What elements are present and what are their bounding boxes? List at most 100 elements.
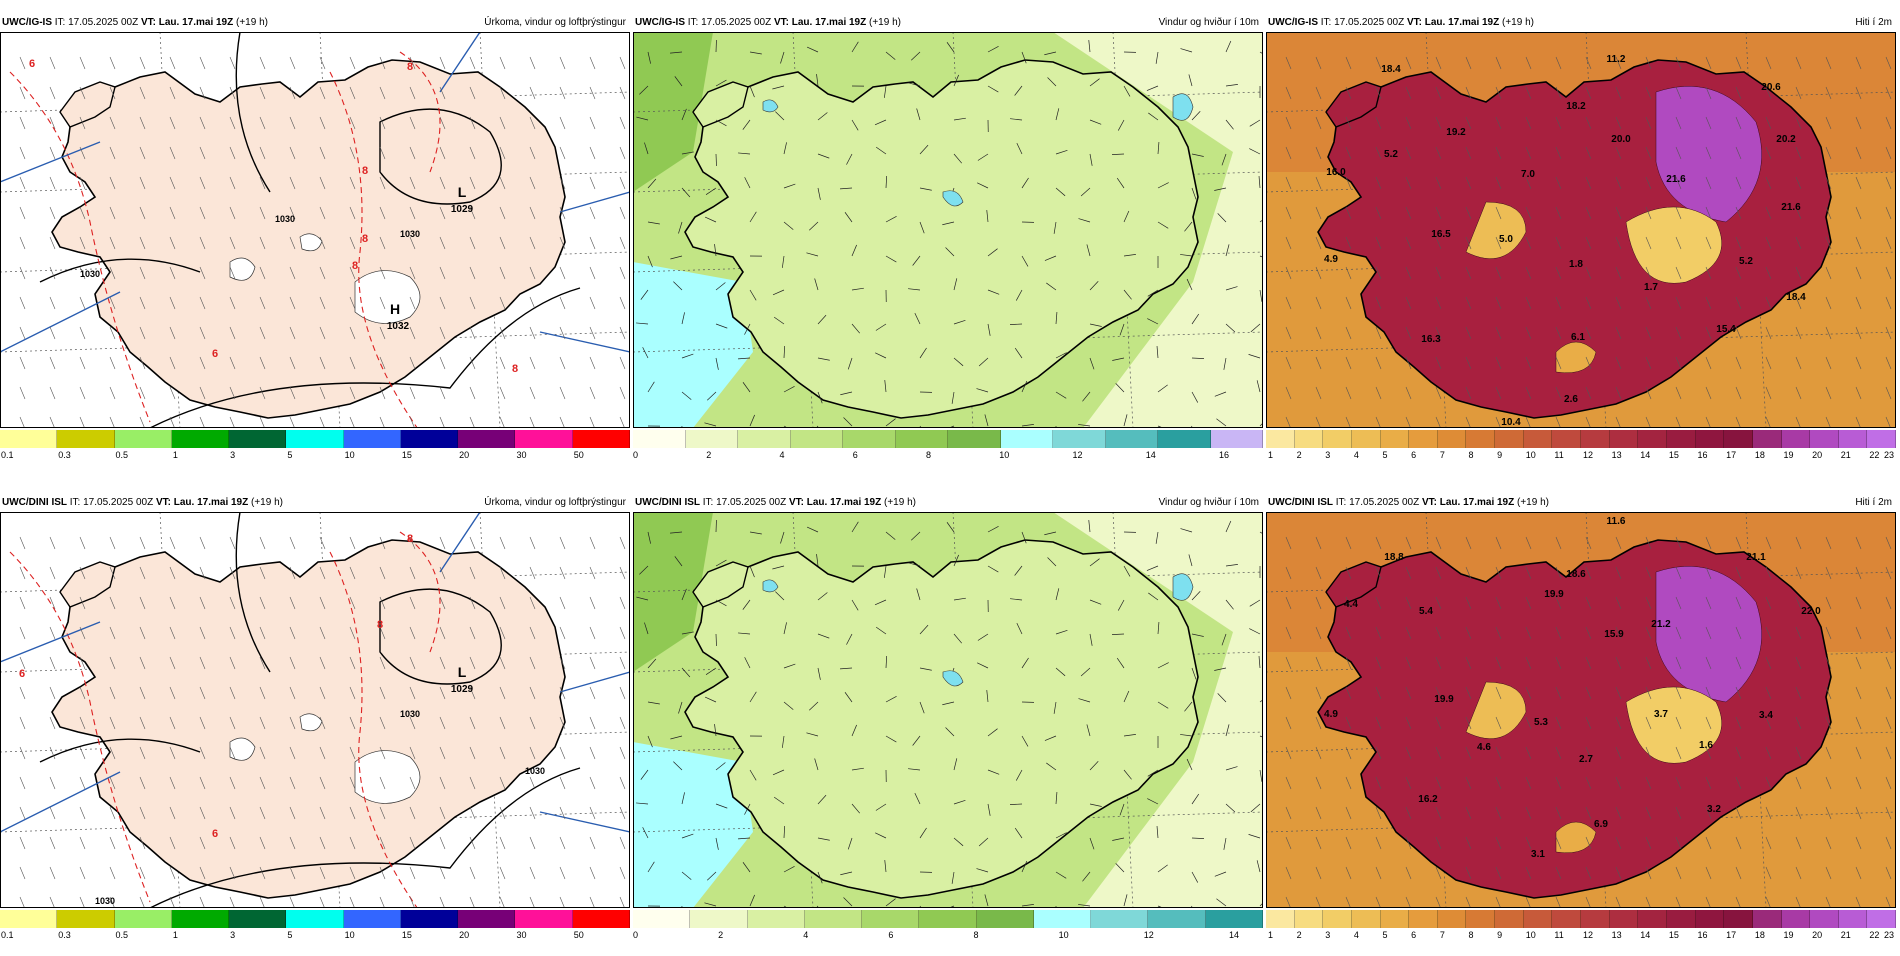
color-legend-tick: 6 [853, 450, 858, 460]
color-legend-tick: 14 [1229, 930, 1239, 940]
panel-header: UWC/IG-IS IT: 17.05.2025 00Z VT: Lau. 17… [1268, 16, 1894, 30]
color-legend-tick: 3 [230, 450, 235, 460]
panel-valid-time: Lau. 17.mai 19Z [1440, 497, 1514, 508]
map-area [633, 32, 1263, 428]
color-legend-swatch [1782, 910, 1811, 928]
color-legend-swatch [633, 910, 690, 928]
panel-header: UWC/IG-IS IT: 17.05.2025 00Z VT: Lau. 17… [635, 16, 1261, 30]
color-legend-tick: 16 [1698, 930, 1708, 940]
map-value-label: 5.4 [1419, 606, 1433, 617]
map-value-label: 2.7 [1579, 754, 1593, 765]
color-legend-tick: 6 [1411, 450, 1416, 460]
panel-lead-time: (+19 h) [1517, 497, 1549, 508]
color-legend-swatch [791, 430, 844, 448]
color-legend-swatch [1753, 430, 1782, 448]
color-legend-tick: 0.1 [1, 930, 14, 940]
map-value-label: 5.2 [1739, 256, 1753, 267]
panel-model-name: UWC/IG-IS [2, 17, 52, 28]
panel-header: UWC/IG-IS IT: 17.05.2025 00Z VT: Lau. 17… [2, 16, 628, 30]
map-value-label: 4.4 [1344, 599, 1358, 610]
color-legend-swatch [1466, 910, 1495, 928]
color-legend-swatch [1724, 910, 1753, 928]
map-value-label: 1030 [80, 269, 100, 279]
color-legend-swatch [977, 910, 1034, 928]
color-legend-tick: 8 [1468, 930, 1473, 940]
panel-igis-precip: UWC/IG-IS IT: 17.05.2025 00Z VT: Lau. 17… [0, 16, 630, 476]
color-legend-tick: 18 [1755, 930, 1765, 940]
color-legend-tick: 1 [173, 930, 178, 940]
color-legend-swatch [57, 910, 114, 928]
color-legend-tick: 0.3 [58, 930, 71, 940]
panel-valid-label: VT: [141, 17, 156, 28]
color-legend-tick: 15 [402, 450, 412, 460]
color-legend-swatch [1810, 910, 1839, 928]
color-legend-swatch [1524, 910, 1553, 928]
color-legend-swatch [1696, 430, 1725, 448]
color-legend-swatch [1667, 910, 1696, 928]
panel-valid-label: VT: [789, 497, 804, 508]
color-legend-tick: 15 [1669, 930, 1679, 940]
color-legend-tick: 4 [1354, 930, 1359, 940]
map-value-label: 8 [352, 260, 358, 272]
color-legend-tick: 11 [1554, 450, 1563, 460]
color-legend-tick: 14 [1640, 930, 1650, 940]
color-legend-swatch [1295, 430, 1324, 448]
color-legend-swatch [1724, 430, 1753, 448]
color-legend-swatch [1206, 910, 1263, 928]
color-legend-tick: 7 [1440, 450, 1445, 460]
map-value-label: 8 [407, 61, 413, 73]
color-legend-swatch [573, 910, 630, 928]
color-legend-swatch [1409, 430, 1438, 448]
color-legend-tick: 3 [230, 930, 235, 940]
map-value-label: 21.1 [1746, 552, 1766, 563]
map-value-label: 11.2 [1607, 54, 1626, 65]
panel-header: UWC/DINI ISL IT: 17.05.2025 00Z VT: Lau.… [635, 496, 1261, 510]
panel-model-name: UWC/DINI ISL [635, 497, 700, 508]
panel-valid-time: Lau. 17.mai 19Z [1425, 17, 1499, 28]
map-value-label: 19.2 [1446, 127, 1466, 138]
color-legend-tick: 18 [1755, 450, 1765, 460]
color-legend-tick: 4 [1354, 450, 1359, 460]
color-legend-tick: 17 [1726, 450, 1736, 460]
map-value-label: 1029 [451, 684, 474, 695]
color-legend-tick: 30 [516, 930, 526, 940]
map-value-label: 1032 [387, 321, 410, 332]
map-value-label: 1.6 [1699, 740, 1713, 751]
color-legend-swatch [1610, 430, 1639, 448]
panel-dini-temp: UWC/DINI ISL IT: 17.05.2025 00Z VT: Lau.… [1266, 496, 1896, 956]
map-value-label: 18.4 [1381, 64, 1401, 75]
color-legend-tick: 20 [1812, 450, 1822, 460]
color-legend-swatch [1495, 430, 1524, 448]
panel-model-name: UWC/DINI ISL [2, 497, 67, 508]
map-canvas: L1029H103210301030103088886668 [0, 32, 630, 428]
color-legend-tick: 16 [1219, 450, 1229, 460]
color-legend-bar [0, 910, 630, 928]
color-legend-swatch [633, 430, 686, 448]
color-legend-tick: 0.5 [116, 450, 129, 460]
color-legend-swatch [1552, 910, 1581, 928]
color-legend-tick: 22 [1869, 930, 1879, 940]
color-legend-tick: 13 [1612, 930, 1622, 940]
color-legend-swatch [1438, 910, 1467, 928]
map-value-label: 4.6 [1477, 742, 1491, 753]
panel-lead-time: (+19 h) [236, 17, 268, 28]
color-legend-swatch [738, 430, 791, 448]
panel-init-time: IT: 17.05.2025 00Z [703, 497, 786, 508]
panel-init-time: IT: 17.05.2025 00Z [688, 17, 771, 28]
color-legend-swatch [1867, 430, 1896, 448]
color-legend-tick: 1 [1268, 450, 1273, 460]
map-value-label: 2.6 [1564, 394, 1578, 405]
map-value-label: L [458, 184, 467, 200]
color-legend-tick: 10 [1526, 930, 1536, 940]
map-value-label: 16.0 [1326, 167, 1346, 178]
color-legend-swatch [948, 430, 1001, 448]
color-legend-tick: 14 [1640, 450, 1650, 460]
color-legend-swatch [1495, 910, 1524, 928]
panel-lead-time: (+19 h) [869, 17, 901, 28]
panel-dini-precip: UWC/DINI ISL IT: 17.05.2025 00Z VT: Lau.… [0, 496, 630, 956]
color-legend-swatch [690, 910, 747, 928]
color-legend-swatch [172, 910, 229, 928]
color-legend-swatch [0, 430, 57, 448]
map-value-label: 6.9 [1594, 819, 1608, 830]
map-value-label: 5.2 [1384, 149, 1398, 160]
